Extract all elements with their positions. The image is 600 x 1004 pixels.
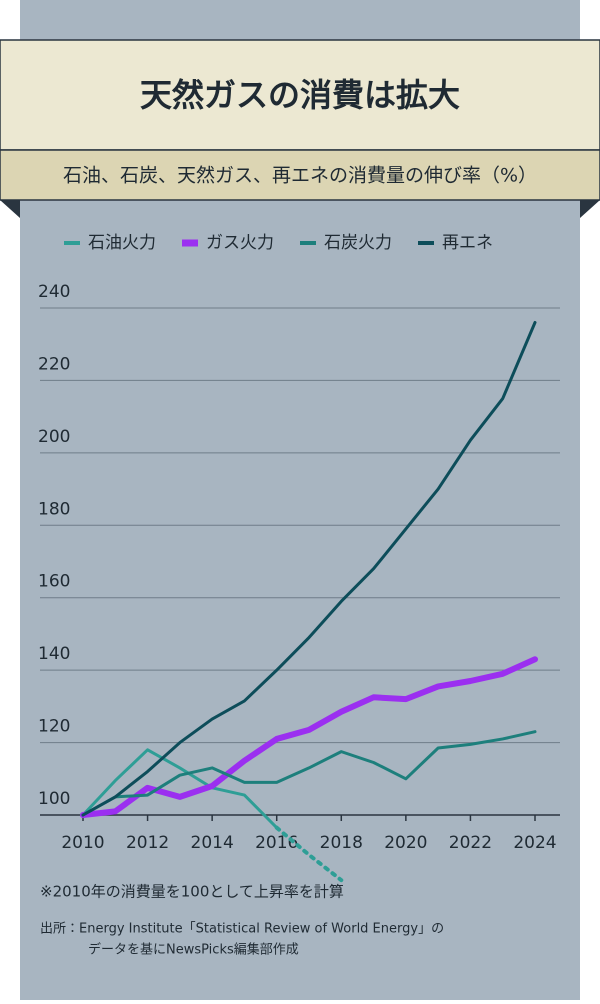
series-line bbox=[80, 656, 538, 818]
x-tick-label: 2012 bbox=[126, 833, 169, 853]
y-tick-label: 100 bbox=[38, 789, 70, 809]
chart-title: 天然ガスの消費は拡大 bbox=[140, 76, 460, 114]
title-banner bbox=[0, 39, 600, 151]
y-tick-label: 220 bbox=[38, 354, 70, 374]
x-tick-label: 2010 bbox=[61, 833, 104, 853]
y-tick-label: 180 bbox=[38, 499, 70, 519]
y-tick-label: 200 bbox=[38, 427, 70, 447]
x-tick-label: 2018 bbox=[320, 833, 363, 853]
legend-label: 石油火力 bbox=[88, 233, 156, 253]
fold bbox=[580, 200, 600, 218]
subtitle-band bbox=[0, 149, 600, 201]
y-tick-label: 240 bbox=[38, 282, 70, 302]
y-tick-label: 140 bbox=[38, 644, 70, 664]
series-line bbox=[81, 748, 279, 830]
legend-label: 再エネ bbox=[442, 233, 493, 253]
legend-label: 石炭火力 bbox=[324, 233, 392, 253]
series-line bbox=[81, 320, 537, 817]
x-tick-label: 2024 bbox=[513, 833, 556, 853]
x-tick-label: 2022 bbox=[449, 833, 492, 853]
x-tick-label: 2014 bbox=[191, 833, 234, 853]
legend-label: ガス火力 bbox=[206, 233, 274, 253]
note: ※2010年の消費量を100として上昇率を計算 bbox=[40, 883, 344, 901]
x-tick-label: 2016 bbox=[255, 833, 298, 853]
source: データを基にNewsPicks編集部作成 bbox=[88, 942, 299, 958]
source: 出所：Energy Institute「Statistical Review o… bbox=[40, 922, 444, 937]
y-tick-label: 160 bbox=[38, 572, 70, 592]
series-line bbox=[81, 730, 537, 817]
x-tick-label: 2020 bbox=[384, 833, 427, 853]
chart-subtitle: 石油、石炭、天然ガス、再エネの消費量の伸び率（%） bbox=[63, 165, 537, 187]
fold bbox=[0, 200, 20, 218]
y-tick-label: 120 bbox=[38, 717, 70, 737]
